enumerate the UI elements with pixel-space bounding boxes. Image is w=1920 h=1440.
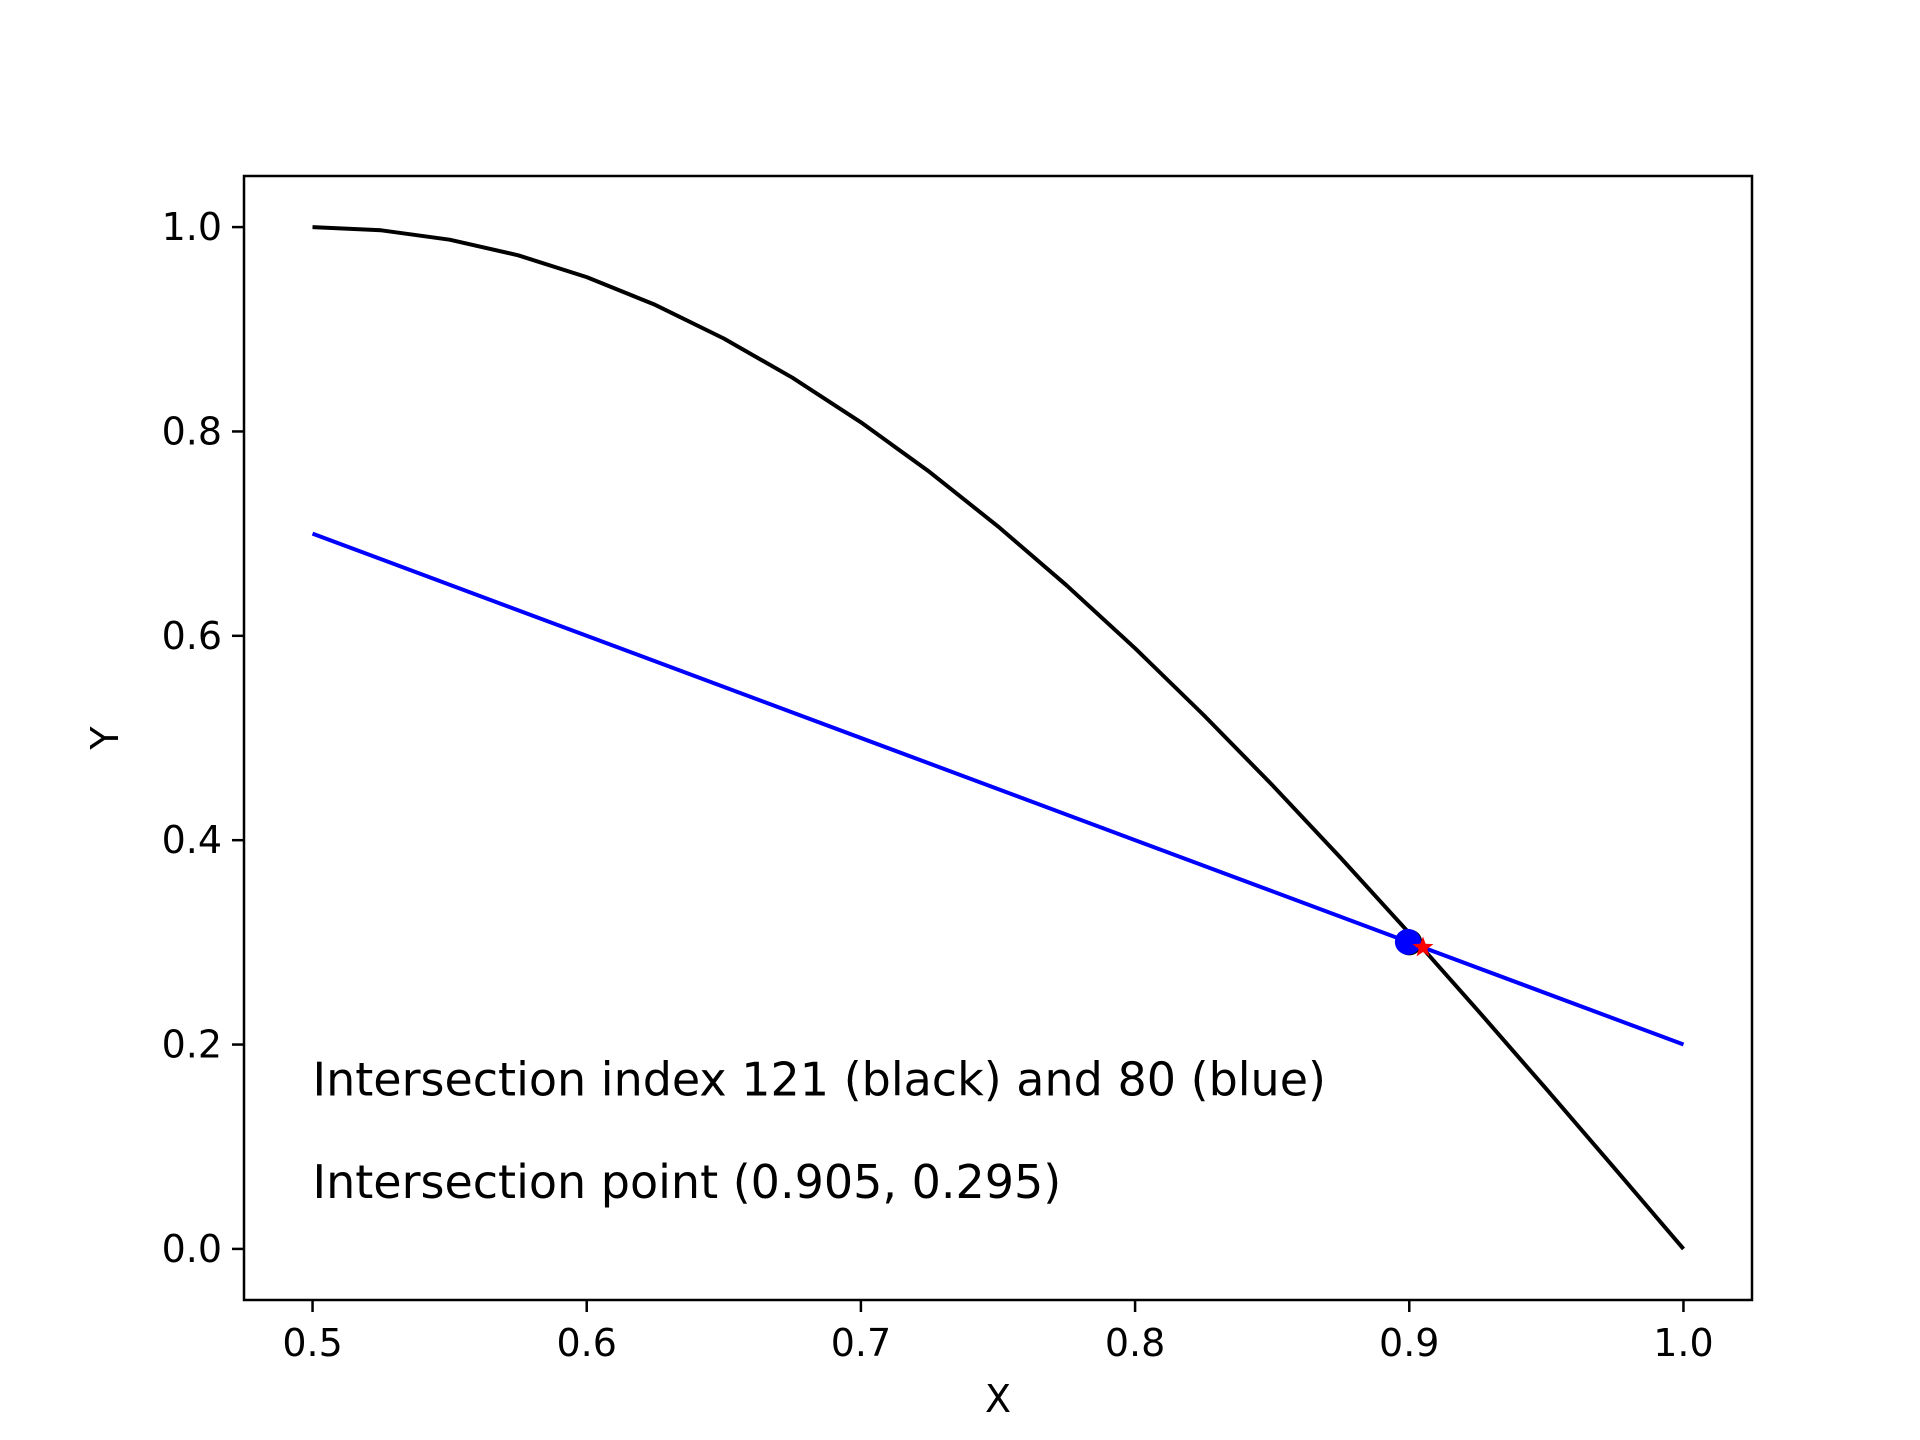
intersection-star-marker [1412, 936, 1434, 957]
y-tick-label: 0.6 [162, 614, 222, 658]
series-layer [311, 225, 1686, 1251]
y-tick-label: 0.2 [162, 1023, 222, 1067]
x-tick-label: 0.8 [1105, 1321, 1165, 1365]
x-tick-label: 0.5 [282, 1321, 342, 1365]
y-tick-label: 1.0 [162, 205, 222, 249]
series-line-0 [312, 225, 1686, 1251]
intersection-marker-1 [1394, 928, 1421, 955]
x-tick-label: 1.0 [1653, 1321, 1713, 1365]
marker-layer [1394, 928, 1434, 957]
y-tick-label: 0.4 [162, 818, 222, 862]
y-tick-label: 0.8 [162, 409, 222, 453]
x-axis-label: X [985, 1377, 1011, 1421]
y-axis-ticks: 0.0 0.2 0.4 0.6 0.8 1.0 [162, 205, 244, 1271]
annotation-text-1: Intersection point (0.905, 0.295) [313, 1155, 1062, 1209]
plot-frame [242, 174, 1754, 1302]
series-line-1 [311, 531, 1685, 1047]
y-tick-label: 0.0 [162, 1227, 222, 1271]
x-axis-ticks: 0.5 0.6 0.7 0.8 0.9 1.0 [282, 1300, 1714, 1365]
annotation-layer: Intersection index 121 (black) and 80 (b… [313, 1053, 1326, 1209]
annotation-text-0: Intersection index 121 (black) and 80 (b… [313, 1053, 1326, 1107]
x-tick-label: 0.7 [831, 1321, 891, 1365]
y-axis-label: Y [83, 726, 127, 751]
x-tick-label: 0.6 [557, 1321, 617, 1365]
x-tick-label: 0.9 [1379, 1321, 1439, 1365]
